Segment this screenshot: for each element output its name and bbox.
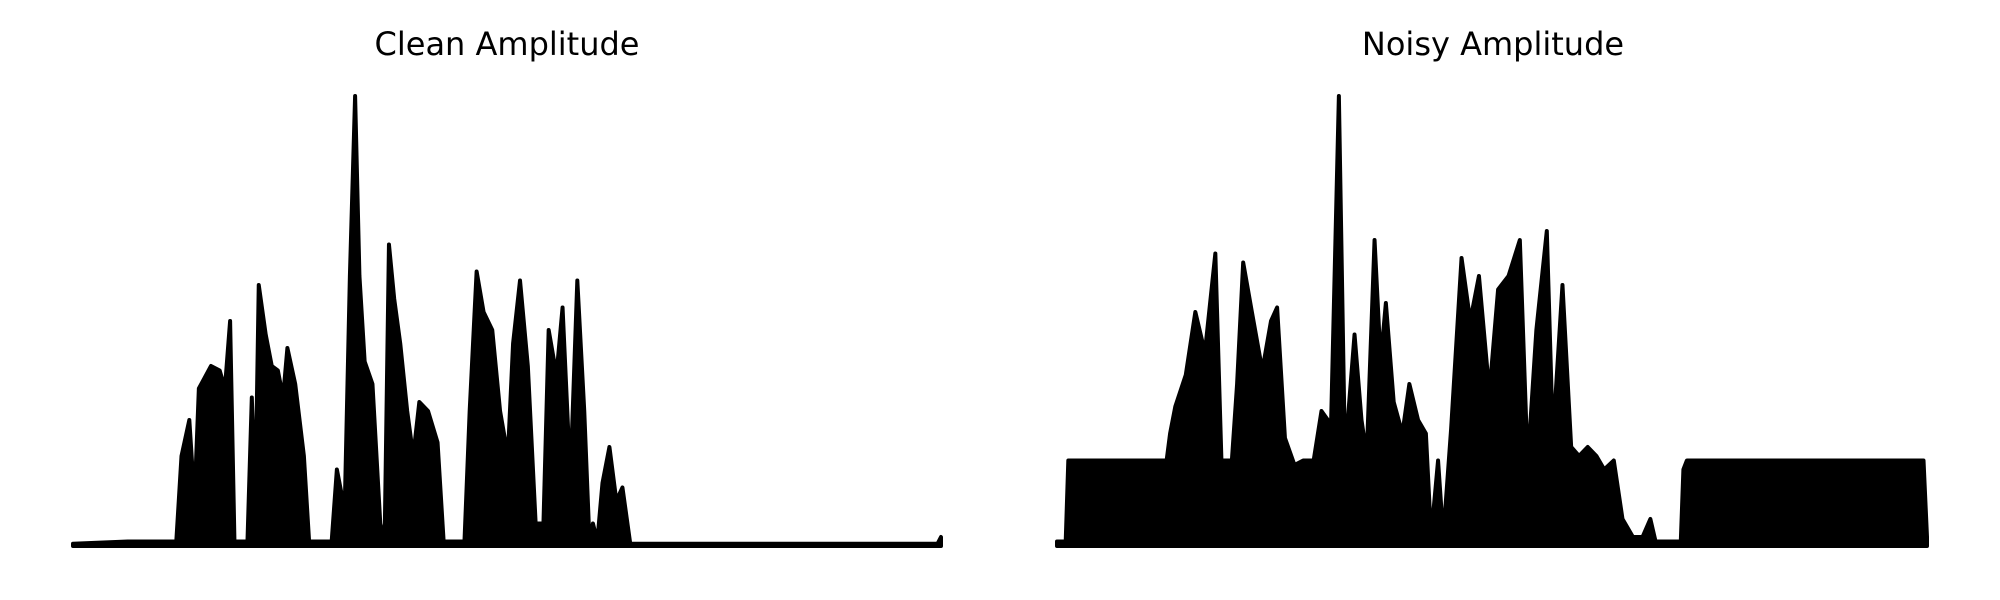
amplitude-area — [71, 94, 943, 548]
panel: Noisy Amplitude — [1055, 25, 1929, 548]
panel: Clean Amplitude — [71, 25, 943, 548]
chart-title: Noisy Amplitude — [1362, 25, 1624, 63]
amplitude-area — [1055, 94, 1929, 548]
chart-title: Clean Amplitude — [375, 25, 640, 63]
